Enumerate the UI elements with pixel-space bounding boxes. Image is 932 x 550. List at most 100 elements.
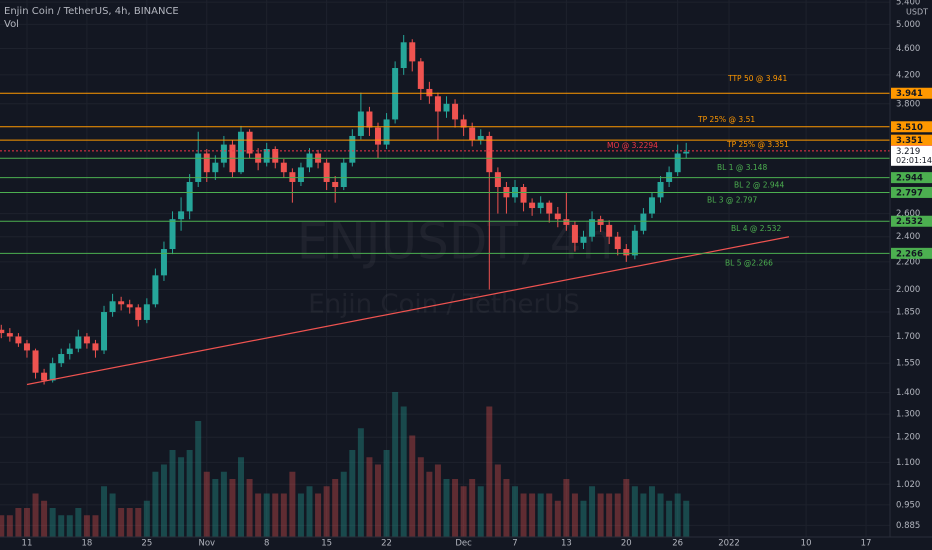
volume-bar bbox=[357, 428, 364, 537]
volume-bar bbox=[529, 493, 536, 537]
volume-bar bbox=[323, 486, 330, 537]
volume-bar bbox=[75, 508, 82, 537]
volume-bar bbox=[23, 508, 30, 537]
volume-bar bbox=[666, 500, 673, 537]
volume-bar bbox=[41, 500, 48, 537]
level-price-box bbox=[891, 186, 932, 198]
volume-bar bbox=[392, 392, 399, 537]
volume-bar bbox=[657, 493, 664, 537]
x-tick-label: 15 bbox=[321, 539, 332, 549]
candle-body bbox=[683, 151, 690, 154]
candle-body bbox=[426, 88, 433, 97]
volume-bar bbox=[169, 450, 176, 537]
volume-bar bbox=[109, 493, 116, 537]
volume-bar bbox=[366, 457, 373, 537]
level-label: BL 1 @ 3.148 bbox=[717, 163, 767, 172]
y-tick-label: 1.200 bbox=[896, 433, 920, 443]
candle-body bbox=[554, 213, 561, 220]
candle-body bbox=[15, 336, 22, 344]
volume-bar bbox=[623, 479, 630, 537]
candle-body bbox=[289, 172, 296, 182]
level-label: TP 25% @ 3.351 bbox=[726, 140, 789, 149]
candle-body bbox=[212, 162, 219, 173]
candle-body bbox=[32, 350, 39, 373]
candle-body bbox=[571, 224, 578, 243]
x-tick-label: 11 bbox=[22, 539, 33, 549]
volume-bar bbox=[255, 493, 262, 537]
candle-body bbox=[494, 172, 501, 188]
x-tick-label: 18 bbox=[81, 539, 92, 549]
volume-bar bbox=[280, 493, 287, 537]
candle-body bbox=[49, 363, 56, 381]
volume-bar bbox=[683, 500, 690, 537]
volume-bar bbox=[0, 515, 5, 537]
candle-body bbox=[109, 301, 116, 313]
candle-body bbox=[606, 224, 613, 237]
candle-body bbox=[648, 197, 655, 214]
countdown-label: 02:01:14 bbox=[896, 156, 932, 165]
y-tick-label: 4.200 bbox=[896, 70, 920, 80]
candle-body bbox=[126, 304, 133, 308]
candle-body bbox=[92, 343, 99, 351]
volume-bar bbox=[126, 508, 133, 537]
candle-body bbox=[529, 202, 536, 209]
candle-body bbox=[340, 162, 347, 188]
candle-body bbox=[434, 96, 441, 112]
volume-bar bbox=[306, 486, 313, 537]
candle-body bbox=[477, 135, 484, 141]
candle-body bbox=[640, 213, 647, 231]
level-label: MO @ 3.2294 bbox=[607, 141, 658, 150]
volume-bar bbox=[195, 421, 202, 537]
volume-bar bbox=[118, 508, 125, 537]
candle-body bbox=[280, 162, 287, 173]
x-tick-label: 2022 bbox=[718, 539, 740, 549]
y-tick-label: 2.000 bbox=[896, 285, 920, 295]
volume-bar bbox=[554, 500, 561, 537]
level-price-label: 2.266 bbox=[896, 249, 923, 259]
volume-bar bbox=[58, 515, 65, 537]
volume-bar bbox=[92, 515, 99, 537]
candle-body bbox=[306, 153, 313, 168]
candle-body bbox=[597, 219, 604, 225]
level-price-label: 2.797 bbox=[896, 188, 923, 198]
volume-bar bbox=[486, 406, 493, 537]
volume-bar bbox=[409, 435, 416, 537]
candle-body bbox=[657, 181, 664, 198]
candle-body bbox=[186, 181, 193, 212]
volume-bar bbox=[631, 486, 638, 537]
y-tick-label: 1.550 bbox=[896, 359, 920, 369]
candle-body bbox=[83, 336, 90, 344]
candle-body bbox=[563, 219, 570, 225]
volume-bar bbox=[349, 450, 356, 537]
candle-body bbox=[349, 135, 356, 163]
level-label: BL 4 @ 2.532 bbox=[731, 224, 781, 233]
y-tick-label: 1.700 bbox=[896, 332, 920, 342]
candle-body bbox=[460, 119, 467, 128]
y-tick-label: 1.100 bbox=[896, 458, 920, 468]
last-price-label: 3.219 bbox=[896, 147, 920, 157]
volume-bar bbox=[229, 479, 236, 537]
watermark-subtitle: Enjin Coin / TetherUS bbox=[308, 290, 580, 320]
volume-bar bbox=[83, 515, 90, 537]
x-tick-label: 7 bbox=[512, 539, 517, 549]
candle-body bbox=[546, 202, 553, 214]
y-tick-label: 4.600 bbox=[896, 44, 920, 54]
candle-body bbox=[246, 131, 253, 154]
volume-bar bbox=[452, 479, 459, 537]
volume-bar bbox=[186, 450, 193, 537]
y-tick-label: 1.020 bbox=[896, 480, 920, 490]
candle-body bbox=[203, 153, 210, 173]
level-price-box bbox=[891, 134, 932, 146]
volume-bar bbox=[674, 493, 681, 537]
candle-body bbox=[417, 61, 424, 89]
candle-body bbox=[452, 103, 459, 120]
y-tick-label: 1.850 bbox=[896, 308, 920, 318]
volume-bar bbox=[640, 493, 647, 537]
volume-bar bbox=[160, 464, 167, 537]
y-tick-label: 5.400 bbox=[896, 0, 920, 8]
candle-body bbox=[152, 275, 159, 305]
candle-body bbox=[332, 181, 339, 188]
candle-body bbox=[400, 42, 407, 69]
candle-body bbox=[623, 249, 630, 256]
